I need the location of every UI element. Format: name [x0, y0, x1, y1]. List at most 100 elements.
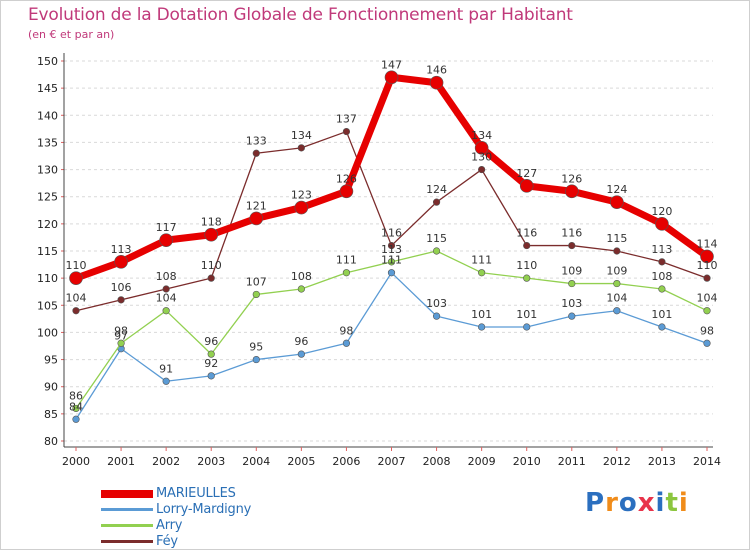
data-label: 117 [156, 221, 177, 234]
data-point [658, 258, 666, 266]
data-point [568, 241, 576, 250]
data-point [297, 144, 305, 152]
data-label: 147 [381, 58, 402, 71]
data-point [700, 249, 714, 264]
data-point [339, 184, 354, 199]
data-point [384, 70, 399, 85]
x-tick-label: 2012 [603, 455, 631, 468]
data-point [117, 339, 125, 347]
data-point [72, 404, 80, 413]
data-label: 137 [336, 113, 357, 126]
data-point [114, 255, 128, 269]
data-point [568, 279, 576, 288]
data-point [568, 312, 576, 320]
data-point [613, 247, 621, 255]
data-label: 126 [336, 172, 357, 185]
x-tick-label: 2006 [332, 455, 360, 468]
data-label: 108 [651, 270, 672, 283]
x-tick-label: 2005 [287, 455, 315, 468]
data-point [703, 274, 711, 282]
data-label: 124 [426, 183, 447, 196]
data-point [162, 285, 170, 293]
data-label: 146 [426, 64, 447, 77]
y-tick-label: 125 [37, 191, 58, 204]
data-point [162, 377, 170, 385]
data-label: 111 [381, 254, 402, 267]
data-point [204, 227, 219, 242]
legend-label: Arry [156, 518, 183, 533]
data-label: 115 [606, 232, 627, 245]
data-label: 126 [561, 172, 582, 185]
data-point [207, 372, 215, 380]
data-label: 124 [606, 183, 627, 196]
data-point [387, 258, 396, 266]
data-point [655, 217, 669, 231]
legend-label: Féy [156, 534, 178, 549]
data-label: 116 [561, 227, 582, 240]
data-point [162, 307, 170, 315]
data-point [207, 350, 215, 358]
data-point [117, 296, 125, 304]
data-point [387, 241, 396, 250]
data-label: 103 [426, 297, 447, 310]
data-label: 110 [66, 259, 87, 272]
data-point [432, 198, 441, 206]
data-point [342, 339, 351, 347]
data-point [342, 269, 351, 277]
data-label: 113 [111, 243, 132, 256]
data-label: 114 [697, 237, 718, 250]
x-tick-label: 2014 [693, 455, 721, 468]
data-point [519, 179, 534, 193]
data-point [72, 307, 80, 315]
data-label: 118 [201, 216, 222, 229]
data-point [249, 211, 264, 226]
x-tick-label: 2007 [378, 455, 406, 468]
data-point [658, 285, 666, 293]
y-tick-label: 115 [37, 245, 58, 258]
data-label: 107 [246, 275, 267, 288]
data-point [297, 285, 305, 293]
data-point [72, 415, 80, 423]
data-label: 110 [516, 259, 537, 272]
legend-swatch [101, 524, 153, 527]
y-tick-label: 140 [37, 109, 58, 122]
data-point [252, 149, 260, 157]
data-point [523, 323, 531, 331]
data-point [69, 271, 83, 285]
data-point [564, 184, 579, 199]
data-point [294, 200, 309, 215]
y-tick-label: 135 [37, 136, 58, 149]
data-label: 123 [291, 189, 312, 202]
x-tick-label: 2010 [513, 455, 541, 468]
data-label: 86 [69, 389, 83, 402]
data-label: 109 [561, 265, 582, 278]
legend-label: MARIEULLES [156, 486, 236, 501]
data-point [613, 307, 621, 315]
data-label: 115 [426, 232, 447, 245]
data-label: 101 [651, 308, 672, 321]
y-tick-label: 95 [44, 354, 58, 367]
data-point [387, 269, 396, 277]
y-tick-label: 90 [44, 381, 58, 394]
data-label: 103 [561, 297, 582, 310]
data-label: 98 [114, 324, 128, 337]
data-label: 110 [201, 259, 222, 272]
y-tick-label: 105 [37, 299, 58, 312]
logo-letter: i [655, 488, 666, 518]
proxiti-logo: Proxiti [585, 488, 689, 518]
data-label: 95 [249, 341, 263, 354]
logo-letter: P [585, 488, 606, 518]
data-label: 101 [516, 308, 537, 321]
data-point [610, 195, 624, 209]
data-point [432, 247, 441, 255]
data-point [342, 127, 351, 136]
data-label: 113 [651, 243, 672, 256]
data-point [703, 339, 711, 347]
y-tick-label: 150 [37, 55, 58, 68]
data-point [613, 279, 621, 288]
data-label: 106 [111, 281, 132, 294]
y-tick-label: 120 [37, 218, 58, 231]
data-point [207, 274, 215, 282]
